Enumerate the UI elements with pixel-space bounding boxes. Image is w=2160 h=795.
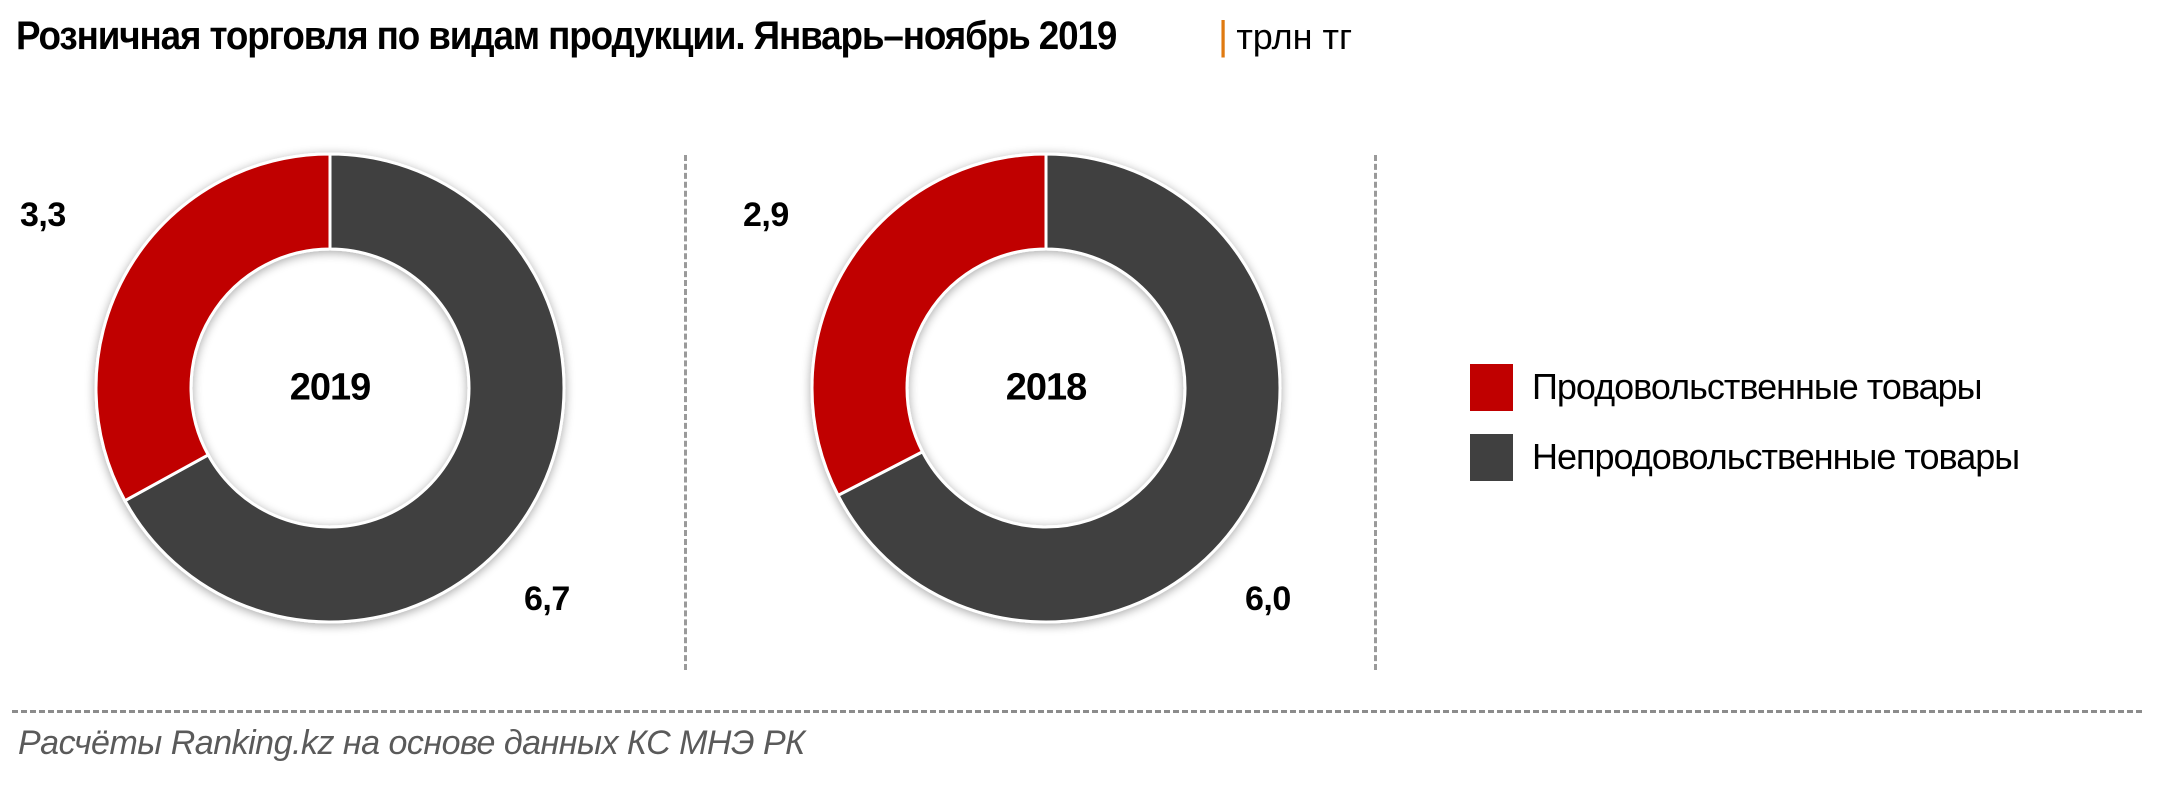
year-label-2019: 2019 <box>289 366 372 409</box>
footer-divider <box>12 710 2142 713</box>
source-note: Расчёты Ranking.kz на основе данных КС М… <box>18 724 805 762</box>
legend-item-nonfood: Непродовольственные товары <box>1470 422 2020 492</box>
legend-label-food: Продовольственные товары <box>1532 366 1983 407</box>
divider-1 <box>684 155 687 670</box>
nonfood-value-2018: 6,0 <box>1245 580 1291 618</box>
title-text: Розничная торговля по видам продукции. Я… <box>16 14 1117 58</box>
nonfood-value-2019: 6,7 <box>524 580 570 618</box>
donut-2019 <box>94 152 566 624</box>
slice-food <box>94 152 332 503</box>
legend-swatch-nonfood <box>1470 433 1513 481</box>
legend: Продовольственные товары Непродовольстве… <box>1470 352 2020 492</box>
year-label-2018: 2018 <box>1005 366 1088 409</box>
chart-title: Розничная торговля по видам продукции. Я… <box>16 14 1352 70</box>
divider-2 <box>1374 155 1377 670</box>
food-value-2019: 3,3 <box>20 196 66 234</box>
slice-food <box>810 152 1048 498</box>
title-unit: трлн тг <box>1236 16 1353 57</box>
legend-item-food: Продовольственные товары <box>1470 352 2019 422</box>
legend-swatch-food <box>1470 363 1513 411</box>
legend-label-nonfood: Непродовольственные товары <box>1532 436 2020 477</box>
slice-nonfood <box>836 152 1282 624</box>
slice-nonfood <box>122 152 566 624</box>
donut-2018 <box>810 152 1282 624</box>
title-separator: | <box>1217 14 1229 58</box>
food-value-2018: 2,9 <box>743 196 789 234</box>
